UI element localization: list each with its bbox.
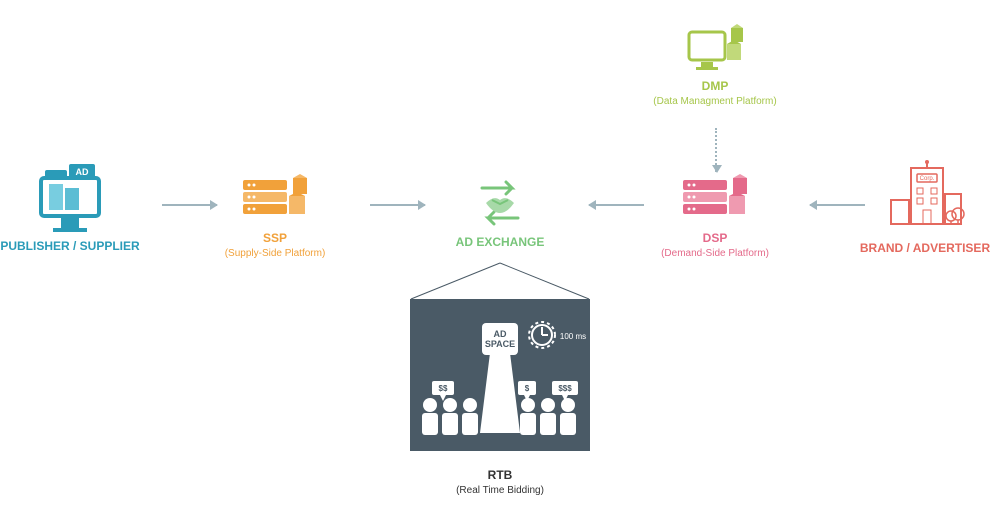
arrow-publisher-to-ssp — [162, 204, 217, 206]
rtb-icon: AD SPACE 100 ms $$ $ — [400, 293, 600, 463]
dsp-subtitle: (Demand-Side Platform) — [630, 247, 800, 260]
node-dsp: DSP (Demand-Side Platform) — [630, 170, 800, 260]
svg-text:100 ms: 100 ms — [560, 332, 586, 341]
dsp-title: DSP — [630, 231, 800, 247]
dmp-icon — [683, 22, 747, 74]
arrow-dsp-to-exchange — [589, 204, 644, 206]
arrow-dmp-to-dsp — [715, 128, 717, 172]
ssp-icon — [239, 170, 311, 226]
svg-text:Corp.: Corp. — [920, 176, 935, 182]
rtb-subtitle: (Real Time Bidding) — [400, 484, 600, 497]
svg-text:SPACE: SPACE — [485, 339, 515, 349]
arrow-ssp-to-exchange — [370, 204, 425, 206]
node-advertiser: Corp. BRAND / ADVERTISER — [850, 160, 1000, 257]
svg-text:$$$: $$$ — [558, 384, 572, 393]
svg-text:AD: AD — [494, 329, 507, 339]
node-exchange: AD EXCHANGE — [420, 170, 580, 251]
advertiser-title: BRAND / ADVERTISER — [850, 241, 1000, 257]
svg-text:AD: AD — [76, 167, 89, 177]
dmp-subtitle: (Data Managment Platform) — [630, 95, 800, 108]
ssp-title: SSP — [195, 231, 355, 247]
exchange-title: AD EXCHANGE — [420, 235, 580, 251]
publisher-title: PUBLISHER / SUPPLIER — [0, 239, 150, 255]
ssp-subtitle: (Supply-Side Platform) — [195, 247, 355, 260]
node-publisher: AD PUBLISHER / SUPPLIER — [0, 160, 150, 255]
svg-text:$: $ — [525, 384, 530, 393]
publisher-icon: AD — [31, 160, 109, 234]
rtb-title: RTB — [400, 468, 600, 484]
node-ssp: SSP (Supply-Side Platform) — [195, 170, 355, 260]
node-rtb: AD SPACE 100 ms $$ $ — [400, 293, 600, 497]
node-dmp: DMP (Data Managment Platform) — [630, 22, 800, 108]
diagram-stage: AD PUBLISHER / SUPPLIER SSP (Supply-Side… — [0, 0, 1000, 523]
svg-text:$$: $$ — [439, 384, 448, 393]
advertiser-icon: Corp. — [883, 160, 967, 236]
exchange-icon — [468, 170, 532, 230]
arrow-advertiser-to-dsp — [810, 204, 865, 206]
dmp-title: DMP — [630, 79, 800, 95]
dsp-icon — [679, 170, 751, 226]
